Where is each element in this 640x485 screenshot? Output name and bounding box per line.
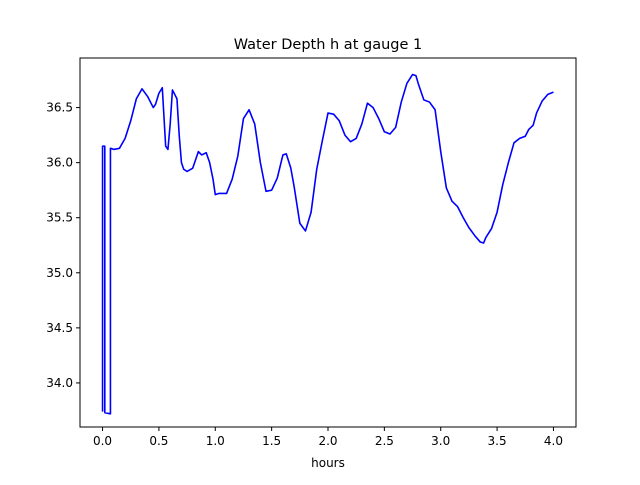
x-tick-label: 0.0 — [93, 434, 112, 448]
x-tick-label: 4.0 — [544, 434, 563, 448]
x-tick-label: 2.5 — [375, 434, 394, 448]
y-tick-label: 34.0 — [46, 376, 73, 390]
plot-area — [101, 73, 554, 415]
x-tick-label: 3.5 — [488, 434, 507, 448]
y-tick-label: 36.0 — [46, 156, 73, 170]
x-axis-label: hours — [311, 456, 345, 470]
x-tick-label: 0.5 — [149, 434, 168, 448]
x-tick-label: 1.0 — [206, 434, 225, 448]
y-tick-label: 34.5 — [46, 321, 73, 335]
chart-title: Water Depth h at gauge 1 — [234, 37, 422, 53]
series-line-0 — [101, 73, 554, 415]
y-tick-label: 36.5 — [46, 101, 73, 115]
y-tick-label: 35.0 — [46, 266, 73, 280]
x-axis: 0.0 0.5 1.0 1.5 2.0 2.5 3.0 3.5 4.0 — [93, 427, 563, 448]
x-tick-label: 2.0 — [318, 434, 337, 448]
y-tick-label: 35.5 — [46, 211, 73, 225]
y-axis: 34.0 34.5 35.0 35.5 36.0 36.5 — [46, 101, 80, 390]
x-tick-label: 1.5 — [262, 434, 281, 448]
x-tick-label: 3.0 — [431, 434, 450, 448]
